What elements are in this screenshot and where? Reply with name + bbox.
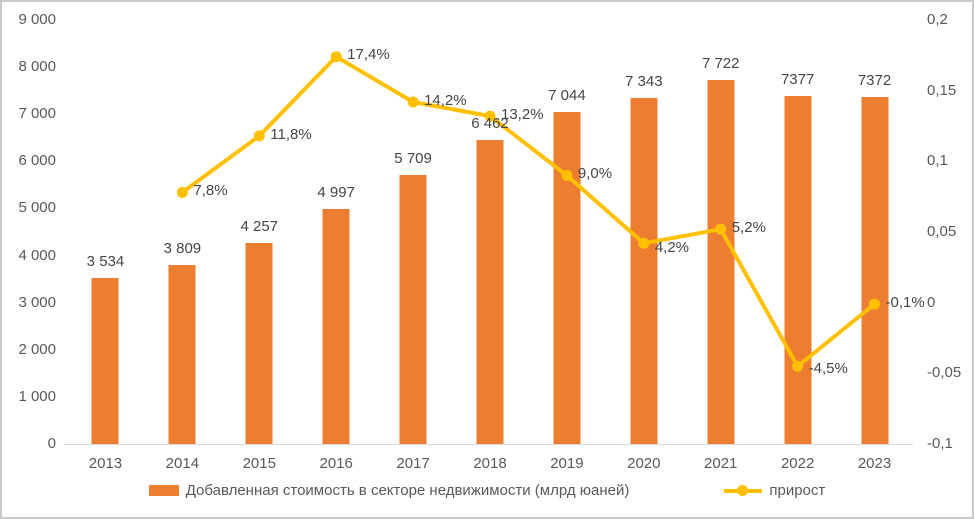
bar-2020 <box>630 98 658 444</box>
bar-2017 <box>399 175 427 444</box>
x-axis-label-2023: 2023 <box>857 455 892 472</box>
line-value-label: 5,2% <box>731 219 766 237</box>
right-axis-tick: -0,05 <box>927 364 962 382</box>
bar-value-label: 6 462 <box>471 114 509 132</box>
legend-item-bar: Добавленная стоимость в секторе недвижим… <box>148 482 630 499</box>
line-legend-dot-icon <box>737 485 749 496</box>
x-axis-label-2020: 2020 <box>627 455 661 472</box>
line-legend-marker <box>724 485 763 496</box>
bar-value-label: 7372 <box>857 71 892 89</box>
left-axis-tick: 4 000 <box>18 246 56 264</box>
x-axis-label-2016: 2016 <box>319 455 353 472</box>
x-axis-label-2018: 2018 <box>473 455 507 472</box>
line-point <box>253 130 265 142</box>
x-axis-label-2022: 2022 <box>780 455 815 472</box>
bar-2018 <box>476 139 504 444</box>
x-axis-label-2014: 2014 <box>165 455 200 472</box>
line-value-label: 13,2% <box>501 106 544 124</box>
right-axis-tick: 0 <box>927 293 936 311</box>
line-value-label: 7,8% <box>193 182 228 200</box>
bar-value-label: 4 257 <box>240 218 279 236</box>
line-value-label: 17,4% <box>347 45 390 63</box>
bar-2014 <box>168 264 196 444</box>
line-point <box>407 96 419 108</box>
right-axis-tick: 0,1 <box>927 152 948 170</box>
line-value-label: -0,1% <box>885 294 925 312</box>
left-axis-tick: 7 000 <box>18 105 56 123</box>
right-axis-tick: 0,15 <box>927 81 957 99</box>
bar-value-label: 5 709 <box>394 150 432 168</box>
bar-value-label: 7 343 <box>625 73 663 91</box>
bar-2015 <box>245 243 273 444</box>
bar-legend-label: Добавленная стоимость в секторе недвижим… <box>185 482 630 499</box>
bar-value-label: 3 534 <box>86 252 125 270</box>
left-axis-tick: 2 000 <box>18 340 56 358</box>
left-axis-tick: 1 000 <box>18 387 56 405</box>
bar-value-label: 7 722 <box>701 55 740 73</box>
left-axis-tick: 0 <box>47 435 56 452</box>
x-axis-label-2015: 2015 <box>242 455 276 472</box>
left-axis-tick: 5 000 <box>18 199 56 217</box>
x-axis-label-2019: 2019 <box>550 455 584 472</box>
right-axis-tick: 0,05 <box>927 223 957 240</box>
legend-item-line: прирост <box>724 482 825 499</box>
x-axis-label-2017: 2017 <box>396 455 430 472</box>
right-axis-tick: 0,2 <box>927 11 948 28</box>
line-point <box>330 51 342 63</box>
x-axis-line <box>64 444 913 445</box>
bar-2023 <box>861 96 889 444</box>
bar-value-label: 4 997 <box>317 183 355 201</box>
bar-2021 <box>707 80 735 444</box>
bar-value-label: 7377 <box>780 71 815 89</box>
line-value-label: 11,8% <box>270 125 312 143</box>
bar-2022 <box>784 96 812 444</box>
bar-value-label: 7 044 <box>548 87 586 105</box>
right-axis-tick: -0,1 <box>927 435 953 452</box>
line-value-label: 4,2% <box>654 239 690 257</box>
line-value-label: 14,2% <box>424 91 467 109</box>
bar-2013 <box>91 277 119 444</box>
bar-2019 <box>553 112 581 444</box>
line-value-label: 9,0% <box>577 165 613 183</box>
bar-legend-swatch <box>148 485 179 496</box>
x-axis-label-2013: 2013 <box>88 455 123 472</box>
bar-2016 <box>322 208 350 444</box>
left-axis-tick: 9 000 <box>18 11 56 28</box>
x-axis-label-2021: 2021 <box>704 455 738 472</box>
left-axis-tick: 3 000 <box>18 293 56 311</box>
bar-value-label: 3 809 <box>163 239 202 257</box>
left-axis-tick: 8 000 <box>18 58 56 76</box>
legend: Добавленная стоимость в секторе недвижим… <box>2 482 972 499</box>
line-point <box>176 186 188 198</box>
line-legend-label: прирост <box>769 482 826 499</box>
left-axis-tick: 6 000 <box>18 152 56 170</box>
line-value-label: -4,5% <box>808 360 848 378</box>
